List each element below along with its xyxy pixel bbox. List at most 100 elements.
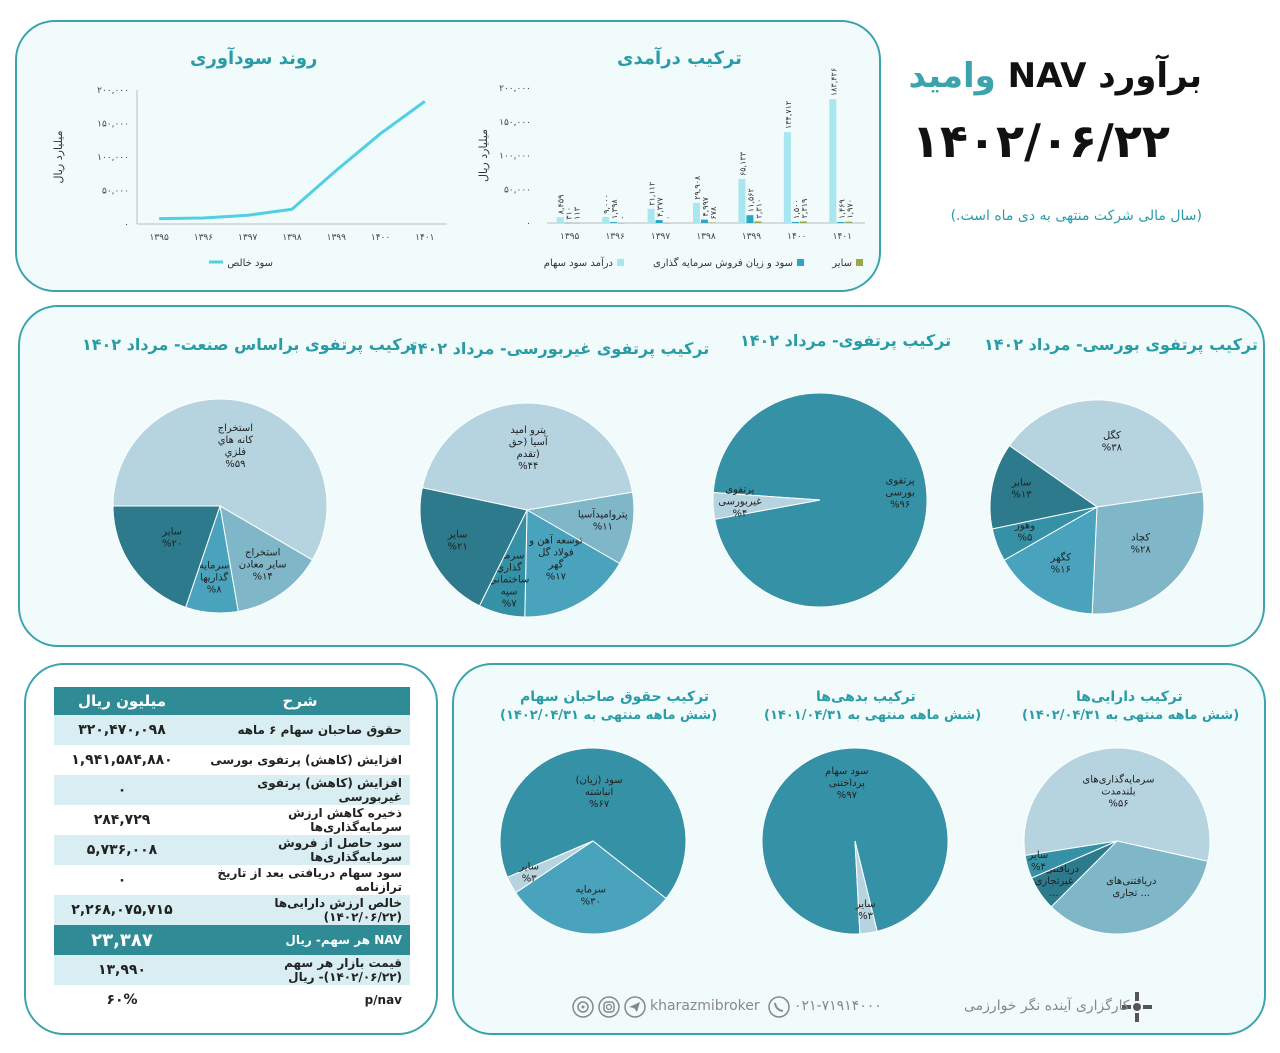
telegram-icon[interactable] — [624, 996, 646, 1018]
bar-y-tick-label: ۲۰۰,۰۰۰ — [499, 84, 531, 94]
phone-icon — [768, 996, 790, 1018]
y-tick-label: ۱۰۰,۰۰۰ — [97, 153, 129, 163]
table-row: حقوق صاحبان سهام ۶ ماهه ۳۲۰,۴۷۰,۰۹۸ — [54, 715, 410, 745]
bar — [647, 208, 655, 223]
legend-label: سود و زیان فروش سرمایه گذاری — [653, 257, 793, 269]
row-label: p/nav — [364, 993, 402, 1007]
bar-x-tick-label: ۱۴۰۰ — [787, 232, 806, 242]
page-title: برآورد NAV وامید — [908, 56, 1202, 96]
row-label: افزایش (کاهش) پرتفوی غیربورسی — [190, 775, 410, 805]
pie-title-industry: ترکیب پرتفوی براساس صنعت- مرداد ۱۴۰۲ — [82, 335, 418, 354]
pie-title-liabilities: ترکیب بدهی‌ها — [816, 689, 916, 705]
title-prefix: برآورد NAV — [1007, 56, 1202, 96]
x-tick-label: ۱۳۹۶ — [194, 233, 214, 243]
bar — [618, 223, 626, 224]
bar-data-label: ۶۵,۱۳۳ — [738, 151, 747, 176]
bar — [799, 221, 807, 223]
bar-x-tick-label: ۱۳۹۸ — [696, 232, 716, 242]
series-line — [159, 100, 426, 221]
pie-subtitle-liabilities: (شش ماهه منتهی به ۱۴۰۱/۰۴/۳۱) — [764, 708, 982, 723]
bar — [837, 222, 845, 223]
bar — [655, 220, 663, 223]
column-header: میلیون ریال — [54, 687, 190, 715]
bar-data-label: ۹,۰۰۰ — [602, 194, 611, 214]
pie-title-bourse: ترکیب پرتفوی بورسی- مرداد ۱۴۰۲ — [984, 335, 1258, 354]
row-value: ۰ — [117, 872, 127, 888]
bar-x-tick-label: ۱۳۹۹ — [742, 232, 762, 242]
row-value: ۱۳,۹۹۰ — [54, 955, 190, 985]
bar — [845, 221, 853, 223]
row-label: NAV هر سهم- ریال — [190, 925, 410, 955]
table-row: p/nav ۶۰% — [54, 985, 410, 1015]
bar — [754, 221, 762, 223]
row-value: ۲,۲۶۸,۰۷۵,۷۱۵ — [54, 895, 190, 925]
report-date: ۱۴۰۲/۰۶/۲۲ — [911, 114, 1170, 168]
nav-table-panel: شرح میلیون ریال حقوق صاحبان سهام ۶ ماهه ۳۲۰… — [24, 663, 438, 1035]
bar-data-label: ۲,۳۱۹ — [800, 199, 809, 219]
x-tick-label: ۱۳۹۷ — [238, 233, 258, 243]
bar-data-label: ۱,۹۷۰ — [845, 199, 854, 219]
row-value: ۵,۷۳۶,۰۰۸ — [54, 835, 190, 865]
x-tick-label: ۱۴۰۱ — [415, 233, 434, 243]
row-value: ۱,۹۴۱,۵۸۴,۸۸۰ — [71, 752, 173, 768]
row-label: خالص ارزش دارایی‌ها (۱۴۰۲/۰۶/۲۲) — [190, 895, 410, 925]
bar — [693, 202, 700, 223]
bar-y-tick-label: ۰ — [526, 219, 531, 229]
x-tick-label: ۱۳۹۹ — [327, 233, 347, 243]
row-label: افزایش (کاهش) پرتفوی بورسی — [210, 753, 402, 767]
title-name: وامید — [908, 56, 996, 96]
pie-subtitle-assets: (شش ماهه منتهی به ۱۴۰۲/۰۴/۳۱) — [1022, 708, 1240, 723]
bar — [556, 217, 564, 223]
table-row: افزایش (کاهش) پرتفوی غیربورسی ۰ — [54, 775, 410, 805]
income-panel: روند سودآوری ترکیب درآمدی ۰ ۵۰,۰۰۰ ۱۰۰,۰۰۰… — [15, 20, 881, 292]
bar-data-label: ۴,۹۹۷ — [701, 196, 710, 216]
bar — [829, 99, 837, 223]
bar-data-label: ۱۸۳,۴۲۶ — [829, 68, 838, 96]
bar-data-label: ۲,۳۱۰ — [754, 199, 763, 219]
pie-title-equity: ترکیب حقوق صاحبان سهام — [520, 689, 710, 705]
bar-data-label: ۰ — [618, 216, 627, 220]
bar-y-tick-label: ۵۰,۰۰۰ — [504, 185, 531, 195]
bar-data-label: ۳۱۰ — [565, 207, 574, 220]
pie-title-portfolio: ترکیب پرتفوی- مرداد ۱۴۰۲ — [740, 331, 952, 350]
y-tick-label: ۲۰۰,۰۰۰ — [97, 86, 129, 96]
row-value: ۰ — [54, 775, 190, 805]
bar-data-label: ۱,۳۹۸ — [610, 199, 619, 219]
bar-data-label: ۸,۴۵۹ — [557, 195, 566, 215]
line-chart-title: روند سودآوری — [190, 48, 318, 69]
x-tick-label: ۱۳۹۸ — [282, 233, 302, 243]
brand-name: کارگزاری آینده نگر خوارزمی — [964, 998, 1130, 1014]
bar-x-tick-label: ۱۳۹۷ — [651, 232, 671, 242]
social-handle[interactable]: kharazmibroker — [650, 998, 760, 1014]
bar — [738, 179, 746, 223]
bar-y-axis-label: میلیارد ریال — [477, 129, 490, 182]
row-label: سود سهام دریافتی بعد از تاریخ ترازنامه — [217, 866, 402, 894]
column-header: شرح — [190, 687, 410, 715]
y-tick-label: ۰ — [124, 220, 129, 230]
bar — [564, 222, 572, 224]
phone-number[interactable]: ۰۲۱-۷۱۹۱۴۰۰۰ — [794, 998, 882, 1014]
row-label: ذخیره کاهش ارزش سرمایه‌گذاری‌ها — [288, 806, 402, 834]
aparat-icon[interactable] — [572, 996, 594, 1018]
bar — [572, 222, 580, 224]
bar — [610, 222, 618, 223]
table-row: قیمت بازار هر سهم (۱۴۰۲/۰۶/۲۲)- ریال ۱۳,۹… — [54, 955, 410, 985]
bar-data-label: ۰ — [664, 216, 673, 220]
x-tick-label: ۱۳۹۵ — [149, 233, 169, 243]
bar — [746, 215, 754, 223]
bar-x-tick-label: ۱۳۹۶ — [605, 232, 625, 242]
table-header-row: شرح میلیون ریال — [54, 687, 410, 715]
instagram-icon[interactable] — [598, 996, 620, 1018]
table-row: خالص ارزش دارایی‌ها (۱۴۰۲/۰۶/۲۲) ۲,۲۶۸,۰۷… — [54, 895, 410, 925]
portfolio-panel: ترکیب پرتفوی براساس صنعت- مرداد ۱۴۰۲ ترک… — [18, 305, 1265, 647]
table-row: سود حاصل از فروش سرمایه‌گذاری‌ها ۵,۷۳۶,۰۰… — [54, 835, 410, 865]
row-label: قیمت بازار هر سهم (۱۴۰۲/۰۶/۲۲)- ریال — [190, 955, 410, 985]
bar-data-label: ۲۹,۹۰۸ — [693, 175, 702, 200]
bar — [791, 221, 799, 223]
y-tick-label: ۱۵۰,۰۰۰ — [97, 120, 129, 130]
balance-panel: ترکیب حقوق صاحبان سهام (شش ماهه منتهی به… — [452, 663, 1266, 1035]
legend-label: سایر — [831, 258, 852, 269]
bar-data-label: ۱۱,۵۶۲ — [746, 188, 755, 212]
row-label: حقوق صاحبان سهام ۶ ماهه — [190, 715, 410, 745]
row-value: ۲۸۴,۷۲۹ — [93, 812, 151, 828]
